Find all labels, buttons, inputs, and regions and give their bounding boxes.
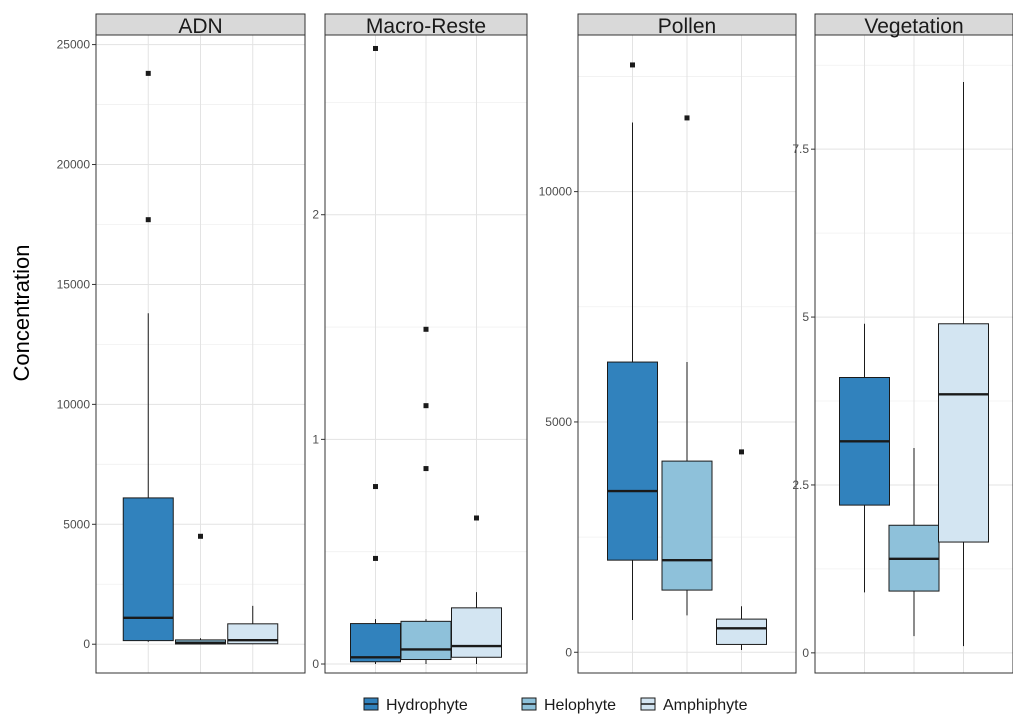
box-helophyte [175, 533, 226, 645]
box-iqr [938, 323, 989, 543]
outlier-point [373, 45, 378, 51]
legend-label: Hydrophyte [386, 697, 468, 714]
panel-title: ADN [178, 15, 222, 38]
y-axis-label-group: Concentration [9, 245, 34, 382]
y-tick-label: 5 [802, 310, 809, 324]
box-iqr [661, 460, 713, 591]
box-amphiphyte [227, 605, 279, 645]
y-tick-label: 10000 [539, 185, 573, 199]
y-tick-label: 5000 [63, 517, 90, 531]
y-axis-ticks: 0 5000 10000 15000 20000 25000 [57, 38, 96, 651]
legend-label: Helophyte [544, 697, 616, 714]
outlier-point [684, 115, 690, 121]
y-tick-label: 0 [83, 637, 90, 651]
box-iqr [350, 623, 401, 663]
panel-title: Macro-Reste [366, 15, 486, 38]
box-amphiphyte [451, 515, 502, 665]
panel-vegetation: Vegetation 0 2.5 5 7.5 [792, 13, 1013, 674]
box-iqr [122, 497, 174, 642]
y-axis-label: Concentration [9, 245, 34, 382]
strip-background [95, 13, 306, 36]
legend-label: Amphiphyte [663, 697, 748, 714]
y-axis-ticks: 0 5000 10000 [539, 185, 578, 659]
outlier-point [373, 555, 378, 561]
y-tick-label: 5000 [545, 415, 572, 429]
outlier-point [145, 217, 151, 223]
outlier-point [145, 70, 151, 76]
box-iqr [607, 361, 658, 561]
box-hydrophyte [122, 70, 174, 642]
y-tick-label: 0 [312, 657, 319, 671]
chart-panels: ADN0500010000150002000025000Macro-Reste0… [57, 13, 1013, 674]
panel-adn: ADN 0 5000 10000 15000 20000 25000 [57, 13, 306, 674]
box-helophyte [888, 448, 940, 637]
box-iqr [400, 620, 452, 661]
box-hydrophyte [350, 45, 401, 665]
y-tick-label: 2.5 [792, 478, 809, 492]
box-iqr [227, 623, 279, 645]
strip-background [577, 13, 797, 36]
outlier-point [630, 62, 635, 68]
y-axis-ticks: 0 1 2 [312, 208, 325, 671]
legend-item-hydrophyte: Hydrophyte [363, 697, 468, 714]
y-tick-label: 20000 [57, 158, 91, 172]
legend-item-amphiphyte: Amphiphyte [640, 697, 748, 714]
box-iqr [716, 618, 767, 645]
y-tick-label: 7.5 [792, 142, 809, 156]
box-hydrophyte [839, 323, 890, 593]
box-helophyte [661, 115, 713, 616]
strip-background [814, 13, 1013, 36]
legend: Hydrophyte Helophyte Amphiphyte [363, 697, 748, 714]
panel-macro-reste: Macro-Reste 0 1 2 [312, 13, 528, 674]
outlier-point [474, 515, 479, 521]
strip-background [324, 13, 528, 36]
panel-title: Vegetation [864, 15, 963, 38]
outlier-point [423, 326, 429, 332]
y-tick-label: 1 [312, 432, 319, 446]
y-tick-label: 0 [802, 646, 809, 660]
y-tick-label: 10000 [57, 397, 91, 411]
panel-title: Pollen [658, 15, 716, 38]
box-amphiphyte [938, 82, 989, 647]
y-tick-label: 25000 [57, 38, 91, 52]
outlier-point [373, 484, 378, 490]
box-iqr [451, 607, 502, 658]
box-helophyte [400, 326, 452, 665]
gridlines [96, 35, 305, 673]
outlier-point [198, 533, 203, 539]
panel-pollen: Pollen 0 5000 10000 [539, 13, 797, 674]
outlier-point [739, 449, 744, 455]
y-tick-label: 0 [565, 645, 572, 659]
outlier-point [423, 403, 429, 409]
box-hydrophyte [607, 62, 658, 621]
legend-item-helophyte: Helophyte [521, 697, 616, 714]
box-amphiphyte [716, 449, 767, 650]
outlier-point [423, 466, 429, 472]
gridlines [325, 35, 527, 673]
y-tick-label: 15000 [57, 277, 91, 291]
y-tick-label: 2 [312, 208, 319, 222]
y-axis-ticks: 0 2.5 5 7.5 [792, 142, 815, 660]
